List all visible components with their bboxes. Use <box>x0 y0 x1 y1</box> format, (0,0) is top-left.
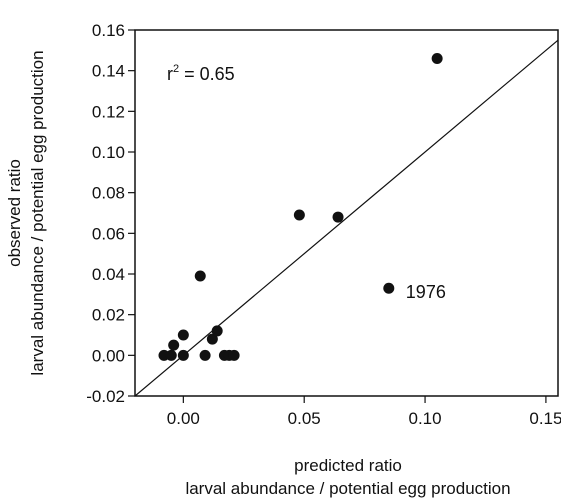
y-axis-title-line-2: larval abundance / potential egg product… <box>28 50 47 375</box>
y-tick-label: 0.16 <box>92 21 125 40</box>
data-point <box>431 52 443 64</box>
x-axis-ticks: 0.00 0.05 0.10 0.15 <box>167 396 561 428</box>
y-axis-ticks: -0.02 0.00 0.02 0.04 0.06 0.08 0.10 0.12 0.14 0.1… <box>86 21 135 406</box>
y-tick-label: 0.04 <box>92 265 125 284</box>
r-squared-value: = 0.65 <box>179 64 235 84</box>
x-tick-label: 0.00 <box>167 409 200 428</box>
r-squared-symbol: r <box>167 64 173 84</box>
data-point <box>177 329 189 341</box>
x-tick-label: 0.05 <box>288 409 321 428</box>
one-to-one-line <box>134 39 559 397</box>
x-axis-title-line-2: larval abundance / potential egg product… <box>185 479 510 498</box>
data-point <box>383 282 395 294</box>
y-tick-label: 0.08 <box>92 184 125 203</box>
data-point <box>177 349 189 361</box>
y-tick-label: 0.12 <box>92 102 125 121</box>
data-point <box>194 270 206 282</box>
r-squared-annotation: r2 = 0.65 <box>167 63 235 84</box>
data-point <box>228 349 240 361</box>
y-tick-label: 0.10 <box>92 143 125 162</box>
x-tick-label: 0.10 <box>409 409 442 428</box>
y-tick-label: 0.14 <box>92 62 125 81</box>
y-tick-label: -0.02 <box>86 387 125 406</box>
data-point <box>165 349 177 361</box>
plot-frame <box>134 29 559 397</box>
data-point <box>199 349 211 361</box>
y-tick-label: 0.00 <box>92 346 125 365</box>
data-point <box>211 325 223 337</box>
y-tick-label: 0.02 <box>92 306 125 325</box>
x-tick-label: 0.15 <box>529 409 561 428</box>
point-labels: 1976 <box>406 282 446 302</box>
data-point <box>206 333 218 345</box>
data-point <box>332 211 344 223</box>
r-squared-superscript: 2 <box>173 63 179 75</box>
y-tick-label: 0.06 <box>92 224 125 243</box>
data-points <box>158 52 443 361</box>
data-point <box>168 339 180 351</box>
y-axis-title-line-1: observed ratio <box>5 159 24 267</box>
data-point <box>293 209 305 221</box>
point-label: 1976 <box>406 282 446 302</box>
x-axis-title-line-1: predicted ratio <box>294 456 402 475</box>
